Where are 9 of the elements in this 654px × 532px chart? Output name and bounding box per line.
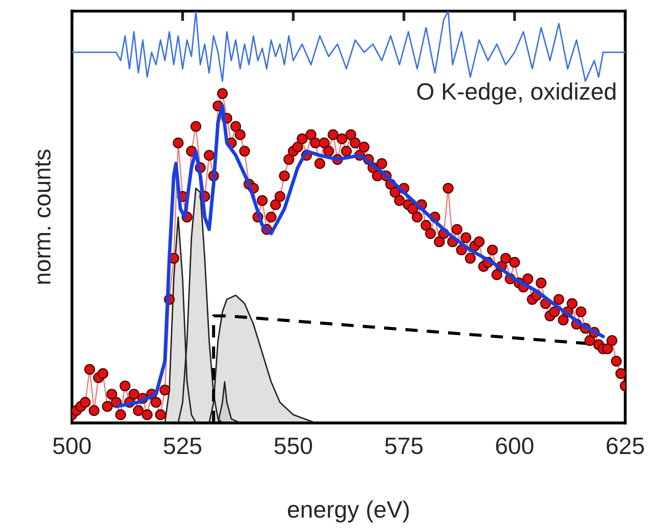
x-tick-label: 550 [274, 437, 312, 454]
x-tick-label: 575 [385, 438, 423, 454]
x-tick-label: 600 [496, 437, 534, 454]
x-tick-label: 625 [606, 437, 644, 454]
x-tick-label: 500 [53, 437, 91, 454]
x-axis-title: energy (eV) [288, 500, 409, 523]
y-axis-title: norm. counts [35, 150, 51, 284]
annotation: O K-edge, oxidized [417, 82, 616, 105]
x-tick-label: 525 [164, 437, 202, 454]
